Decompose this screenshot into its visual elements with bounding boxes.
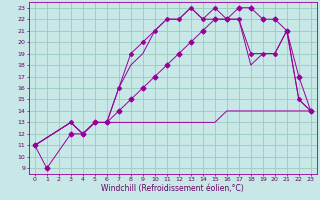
X-axis label: Windchill (Refroidissement éolien,°C): Windchill (Refroidissement éolien,°C) [101, 184, 244, 193]
